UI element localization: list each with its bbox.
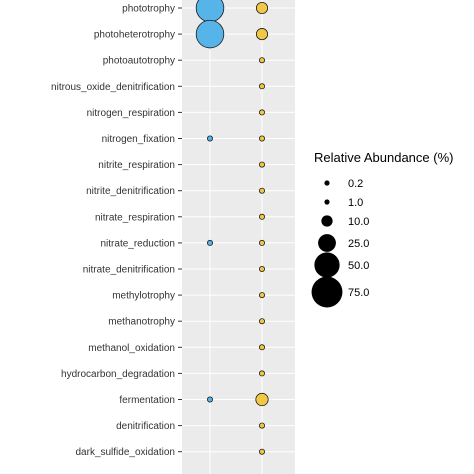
y-tick-label: phototrophy [122,4,175,15]
data-point [259,266,264,271]
legend-key-label: 75.0 [348,287,369,299]
data-point [259,84,264,89]
data-point [259,423,264,428]
legend-key-label: 10.0 [348,216,369,228]
y-tick-label: fermentation [119,395,175,406]
y-axis-ticks [178,8,182,452]
data-point [259,58,264,63]
legend-key-circle [321,215,332,226]
y-tick-label: denitrification [116,421,175,432]
y-axis-tick-labels: phototrophy photoheterotrophy photoautotro… [51,4,175,459]
legend-key-label: 50.0 [348,260,369,272]
y-tick-label: photoheterotrophy [94,30,175,41]
y-tick-label: hydrocarbon_degradation [61,369,175,380]
y-tick-label: nitrite_denitrification [86,186,175,197]
data-point [207,136,212,141]
y-tick-label: nitrogen_respiration [87,108,175,119]
legend-title: Relative Abundance (%) [314,150,453,165]
data-point [259,110,264,115]
legend-items: 0.2 1.0 10.0 25.0 50.0 75.0 [312,178,370,307]
legend-key-label: 1.0 [348,197,363,209]
y-tick-label: dark_sulfide_oxidation [75,447,175,458]
plot-panel [182,0,295,474]
legend-key-circle [324,180,329,185]
data-point [256,2,267,13]
legend-key-circle [318,234,336,252]
size-legend: Relative Abundance (%) 0.2 1.0 10.0 25.0 50.… [312,150,454,307]
data-point [259,293,264,298]
data-point [259,136,264,141]
y-tick-label: methylotrophy [112,291,175,302]
legend-key-label: 25.0 [348,238,369,250]
y-tick-label: nitrous_oxide_denitrification [51,82,175,93]
data-point [207,397,212,402]
y-tick-label: nitrate_reduction [101,238,176,249]
y-tick-label: nitrate_denitrification [83,265,175,276]
data-point [256,393,268,405]
y-tick-label: nitrate_respiration [95,212,175,223]
legend-key-circle [324,199,329,204]
data-point [256,28,267,39]
data-point [259,345,264,350]
data-point [259,319,264,324]
data-point [259,214,264,219]
data-point [196,20,224,48]
legend-key-circle [312,277,343,308]
legend-key-circle [314,252,339,277]
y-tick-label: nitrogen_fixation [102,134,175,145]
data-point [259,188,264,193]
y-tick-label: nitrite_respiration [98,160,175,171]
y-tick-label: photoautotrophy [103,56,175,67]
data-point [207,240,212,245]
data-point [259,371,264,376]
data-point [259,162,264,167]
y-tick-label: methanotrophy [108,317,175,328]
legend-key-label: 0.2 [348,178,363,190]
data-point [259,240,264,245]
y-tick-label: methanol_oxidation [88,343,175,354]
data-point [259,449,264,454]
